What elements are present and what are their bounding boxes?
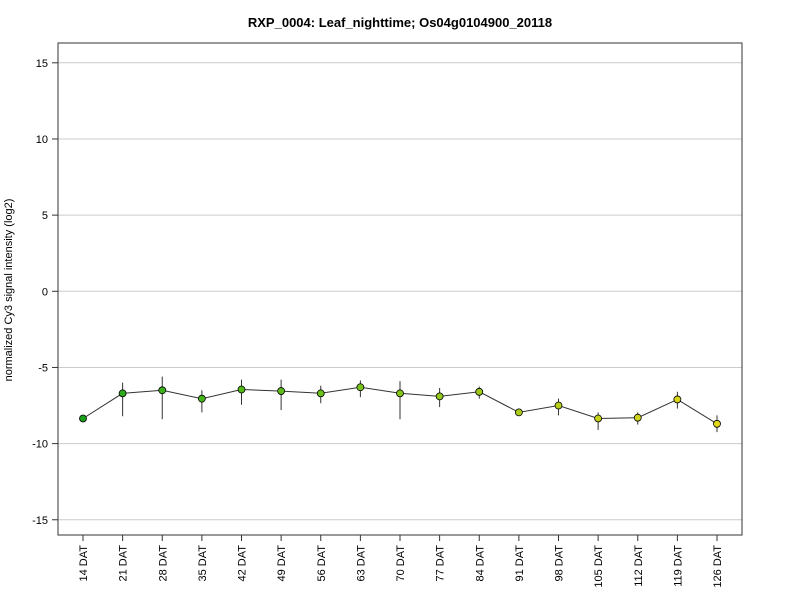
data-point <box>79 414 87 423</box>
y-tick-label: 15 <box>36 58 48 70</box>
x-tick-label: 84 DAT <box>474 545 486 582</box>
data-point <box>514 408 523 417</box>
y-tick-label: -5 <box>38 362 48 374</box>
x-tick-label: 42 DAT <box>237 545 249 582</box>
x-tick-label: 91 DAT <box>514 545 526 582</box>
data-point <box>396 389 404 398</box>
x-tick-label: 35 DAT <box>197 545 209 582</box>
data-point <box>554 401 563 410</box>
x-tick-label: 49 DAT <box>276 545 288 582</box>
x-tick-label: 112 DAT <box>633 545 645 587</box>
data-points <box>79 383 721 428</box>
y-tick-label: 0 <box>42 286 48 298</box>
x-tick-label: 98 DAT <box>554 545 566 582</box>
data-point <box>237 385 246 394</box>
x-tick-label: 77 DAT <box>435 545 447 582</box>
y-tick-label: 10 <box>36 134 48 146</box>
y-axis: -15 -10 -5 0 5 10 15 <box>32 43 59 535</box>
x-tick-label: 28 DAT <box>157 545 169 582</box>
data-point <box>277 387 286 395</box>
x-tick-label: 56 DAT <box>316 545 328 582</box>
x-tick-label: 14 DAT <box>78 545 90 582</box>
data-point <box>197 394 206 403</box>
error-bars <box>122 376 718 433</box>
x-tick-label: 126 DAT <box>712 545 724 588</box>
y-tick-label: -10 <box>32 439 48 451</box>
data-point <box>118 389 127 398</box>
x-axis: 14 DAT 21 DAT 28 DAT 35 DAT 42 DAT 49 DAT 56 D… <box>78 535 724 588</box>
y-tick-label: -15 <box>32 515 48 527</box>
x-tick-label: 21 DAT <box>118 545 130 582</box>
y-axis-label: normalized Cy3 signal intensity (log2) <box>3 199 15 382</box>
x-tick-label: 63 DAT <box>355 545 367 582</box>
data-point <box>633 413 642 422</box>
data-point <box>594 414 603 423</box>
grid-lines <box>58 62 742 521</box>
y-tick-label: 5 <box>42 210 48 222</box>
data-point <box>435 392 444 401</box>
data-point <box>158 386 167 395</box>
x-tick-label: 70 DAT <box>395 545 407 582</box>
chart-title: RXP_0004: Leaf_nighttime; Os04g0104900_2… <box>248 15 552 30</box>
x-tick-label: 105 DAT <box>593 545 605 588</box>
data-point <box>713 419 721 428</box>
data-point <box>356 383 365 392</box>
data-point <box>673 395 682 404</box>
data-point <box>475 387 484 396</box>
x-tick-label: 119 DAT <box>672 545 684 587</box>
data-point <box>316 389 325 398</box>
plot-frame <box>57 42 743 536</box>
